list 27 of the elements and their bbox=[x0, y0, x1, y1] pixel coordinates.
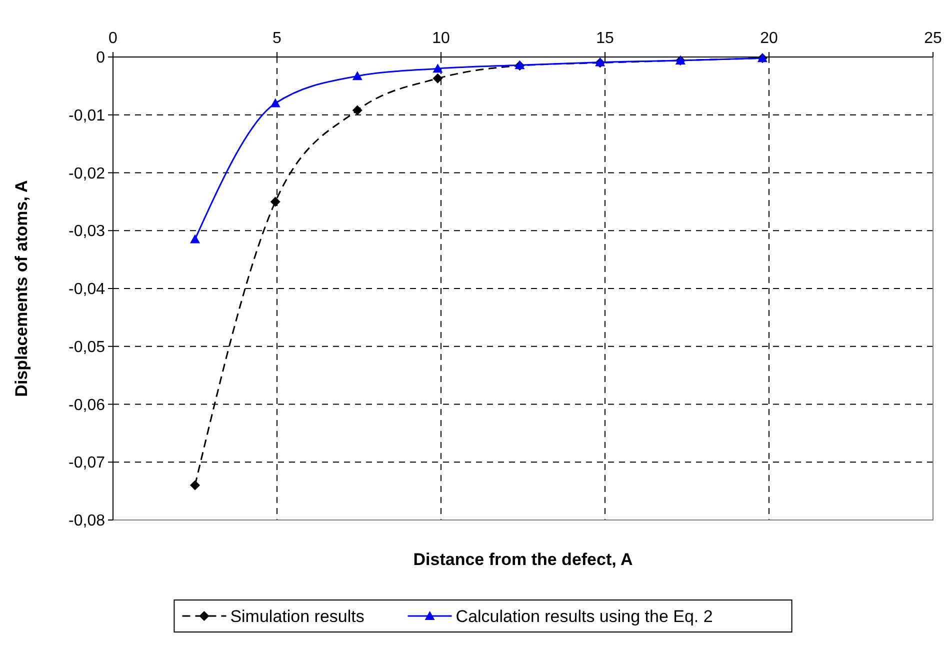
point bbox=[352, 71, 362, 80]
legend-label: Calculation results using the Eq. 2 bbox=[456, 606, 713, 626]
point bbox=[190, 480, 200, 490]
y-tick-label: -0,02 bbox=[68, 165, 106, 182]
x-tick-label: 10 bbox=[432, 30, 450, 47]
point bbox=[270, 98, 280, 108]
y-tick-label: -0,08 bbox=[68, 512, 106, 530]
y-tick-label: -0,05 bbox=[68, 338, 106, 356]
point bbox=[190, 234, 200, 244]
x-tick-label: 20 bbox=[760, 30, 778, 47]
legend-label: Simulation results bbox=[230, 606, 364, 626]
y-tick-label: -0,04 bbox=[68, 281, 106, 298]
x-tick-label: 15 bbox=[596, 30, 614, 47]
point bbox=[270, 196, 280, 207]
y-tick-label: -0,07 bbox=[68, 454, 106, 472]
y-tick-label: -0,06 bbox=[68, 396, 106, 414]
x-tick-label: 25 bbox=[924, 30, 942, 47]
y-axis-title: Displacements of atoms, A bbox=[12, 180, 31, 397]
y-tick-label: -0,03 bbox=[68, 223, 106, 240]
point bbox=[432, 73, 443, 84]
x-tick-label: 0 bbox=[108, 30, 118, 47]
y-tick-label: 0 bbox=[96, 50, 106, 67]
point bbox=[432, 64, 443, 73]
point bbox=[352, 105, 362, 116]
x-tick-label: 5 bbox=[272, 30, 282, 47]
x-axis-title: Distance from the defect, A bbox=[413, 550, 633, 569]
y-tick-label: -0,01 bbox=[68, 107, 106, 124]
